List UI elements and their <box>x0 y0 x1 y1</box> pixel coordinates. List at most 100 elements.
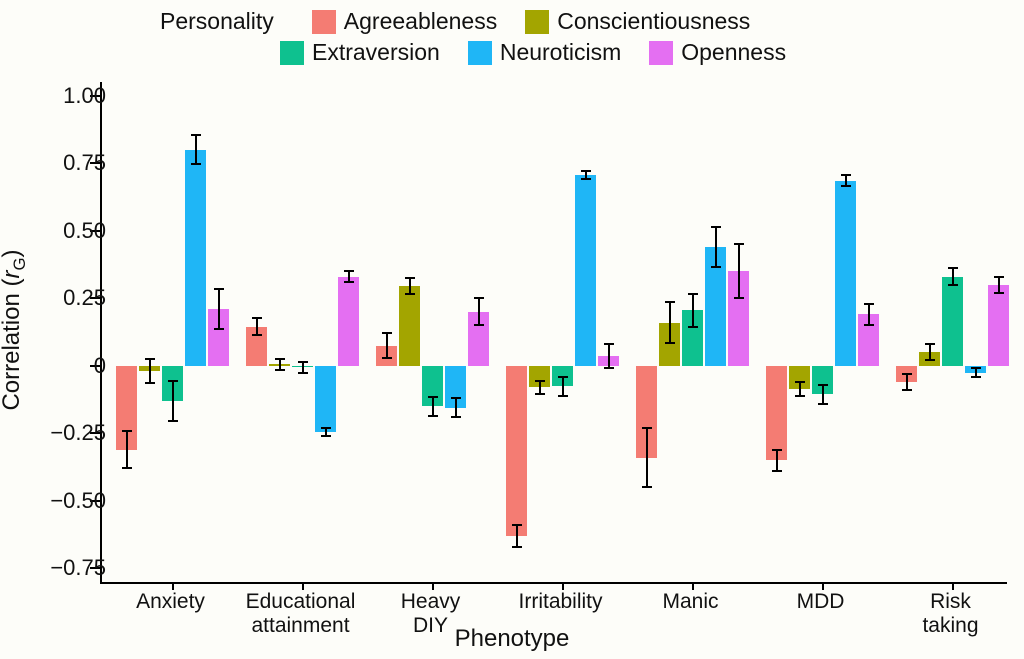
error-bar <box>868 304 870 326</box>
y-tick-label: 0.50 <box>63 218 106 244</box>
error-cap <box>925 343 935 345</box>
legend-label-agreeableness: Agreeableness <box>344 8 497 35</box>
swatch-conscientiousness <box>525 10 549 34</box>
error-cap <box>428 415 438 417</box>
error-cap <box>665 342 675 344</box>
x-tick <box>302 582 304 590</box>
error-cap <box>382 357 392 359</box>
x-tick-label: Irritability <box>518 590 602 614</box>
legend-item-extraversion: Extraversion <box>280 39 440 66</box>
x-tick <box>562 582 564 590</box>
error-bar <box>478 298 480 325</box>
error-cap <box>971 367 981 369</box>
error-cap <box>818 403 828 405</box>
x-tick <box>822 582 824 590</box>
error-cap <box>275 369 285 371</box>
error-cap <box>994 292 1004 294</box>
error-bar <box>562 377 564 396</box>
error-cap <box>711 226 721 228</box>
error-cap <box>474 324 484 326</box>
error-bar <box>776 450 778 472</box>
bar <box>185 150 206 366</box>
error-cap <box>558 376 568 378</box>
y-tick-label: 0.25 <box>63 285 106 311</box>
error-cap <box>925 359 935 361</box>
bar <box>835 181 856 366</box>
error-cap <box>795 395 805 397</box>
x-tick-label: Anxiety <box>136 590 205 614</box>
error-cap <box>191 163 201 165</box>
error-cap <box>688 293 698 295</box>
legend-item-agreeableness: Agreeableness <box>312 8 497 35</box>
x-tick-label: Manic <box>662 590 718 614</box>
error-cap <box>512 546 522 548</box>
error-cap <box>344 270 354 272</box>
error-cap <box>344 281 354 283</box>
x-tick-label: Heavy DIY <box>401 590 461 638</box>
error-cap <box>864 324 874 326</box>
plot-area <box>100 82 1007 584</box>
error-cap <box>321 435 331 437</box>
error-cap <box>214 328 224 330</box>
error-cap <box>948 284 958 286</box>
error-cap <box>252 334 262 336</box>
legend-label-openness: Openness <box>681 39 786 66</box>
error-bar <box>172 381 174 422</box>
error-cap <box>252 317 262 319</box>
error-bar <box>646 428 648 487</box>
y-tick-label: 0.75 <box>63 150 106 176</box>
error-cap <box>405 293 415 295</box>
x-tick <box>172 582 174 590</box>
legend-label-neuroticism: Neuroticism <box>500 39 621 66</box>
error-cap <box>405 277 415 279</box>
error-cap <box>451 416 461 418</box>
error-cap <box>841 174 851 176</box>
legend: Personality Agreeableness Conscientiousn… <box>160 8 980 70</box>
error-cap <box>734 297 744 299</box>
error-bar <box>906 374 908 390</box>
error-cap <box>665 301 675 303</box>
error-bar <box>715 227 717 268</box>
y-tick-label: −0.75 <box>50 555 106 581</box>
y-tick-label: 0 <box>94 353 106 379</box>
error-cap <box>642 427 652 429</box>
y-tick-label: −0.25 <box>50 420 106 446</box>
error-cap <box>382 332 392 334</box>
swatch-agreeableness <box>312 10 336 34</box>
error-bar <box>149 359 151 383</box>
error-cap <box>795 381 805 383</box>
error-bar <box>998 277 1000 293</box>
swatch-openness <box>649 41 673 65</box>
legend-item-openness: Openness <box>649 39 786 66</box>
error-bar <box>952 268 954 284</box>
error-cap <box>902 389 912 391</box>
error-bar <box>432 397 434 416</box>
bar <box>766 366 787 461</box>
error-cap <box>428 396 438 398</box>
error-bar <box>799 382 801 396</box>
bar <box>315 366 336 432</box>
error-bar <box>409 278 411 294</box>
error-cap <box>994 276 1004 278</box>
error-cap <box>558 395 568 397</box>
error-bar <box>256 318 258 334</box>
error-bar <box>539 381 541 395</box>
error-cap <box>168 420 178 422</box>
y-tick-label: 1.00 <box>63 83 106 109</box>
x-tick <box>432 582 434 590</box>
error-bar <box>195 135 197 165</box>
legend-item-conscientiousness: Conscientiousness <box>525 8 750 35</box>
error-cap <box>948 267 958 269</box>
error-cap <box>772 449 782 451</box>
error-cap <box>191 134 201 136</box>
error-cap <box>535 380 545 382</box>
y-axis-label: Correlation (rG) <box>0 249 30 410</box>
swatch-extraversion <box>280 41 304 65</box>
legend-row-2: Extraversion Neuroticism Openness <box>160 39 980 66</box>
error-cap <box>864 303 874 305</box>
error-cap <box>321 427 331 429</box>
bar <box>942 277 963 366</box>
error-bar <box>608 344 610 368</box>
error-cap <box>688 326 698 328</box>
bar <box>399 286 420 366</box>
